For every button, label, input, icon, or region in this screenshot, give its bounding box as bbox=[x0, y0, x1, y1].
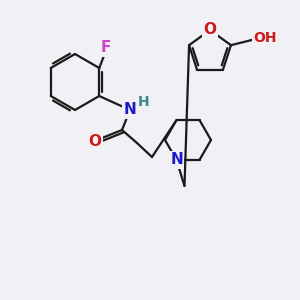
Text: N: N bbox=[170, 152, 183, 167]
Text: N: N bbox=[124, 103, 136, 118]
Text: OH: OH bbox=[253, 31, 277, 45]
Text: H: H bbox=[138, 95, 150, 109]
Text: O: O bbox=[88, 134, 101, 149]
Text: F: F bbox=[101, 40, 111, 56]
Text: O: O bbox=[203, 22, 217, 38]
